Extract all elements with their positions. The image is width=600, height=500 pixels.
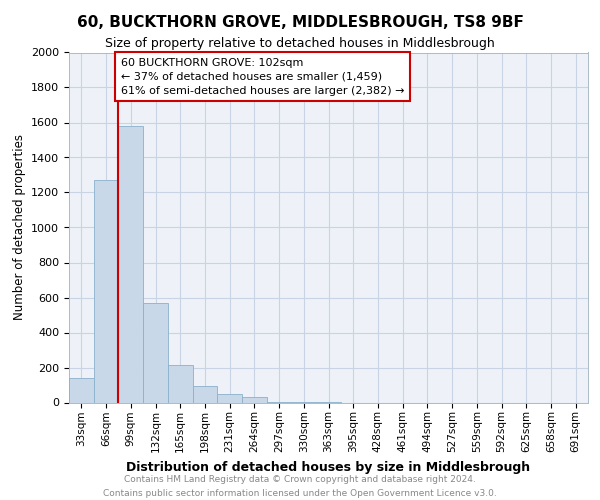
Text: Contains HM Land Registry data © Crown copyright and database right 2024.
Contai: Contains HM Land Registry data © Crown c… xyxy=(103,476,497,498)
Bar xyxy=(193,386,217,402)
Bar xyxy=(143,302,168,402)
Bar xyxy=(217,394,242,402)
Bar xyxy=(69,378,94,402)
Bar xyxy=(242,397,267,402)
Text: 60 BUCKTHORN GROVE: 102sqm
← 37% of detached houses are smaller (1,459)
61% of s: 60 BUCKTHORN GROVE: 102sqm ← 37% of deta… xyxy=(121,58,404,96)
Bar xyxy=(118,126,143,402)
Bar xyxy=(94,180,118,402)
Bar xyxy=(168,365,193,403)
Y-axis label: Number of detached properties: Number of detached properties xyxy=(13,134,26,320)
X-axis label: Distribution of detached houses by size in Middlesbrough: Distribution of detached houses by size … xyxy=(127,460,530,473)
Text: 60, BUCKTHORN GROVE, MIDDLESBROUGH, TS8 9BF: 60, BUCKTHORN GROVE, MIDDLESBROUGH, TS8 … xyxy=(77,15,523,30)
Text: Size of property relative to detached houses in Middlesbrough: Size of property relative to detached ho… xyxy=(105,38,495,51)
